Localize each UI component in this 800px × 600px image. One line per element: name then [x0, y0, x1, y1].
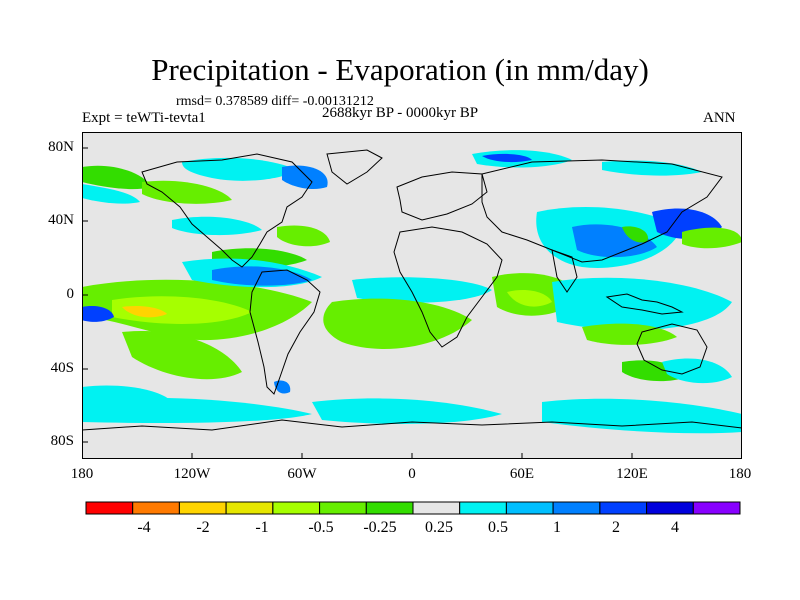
axis-ticks [82, 147, 633, 459]
anomaly-so-cyan-2 [312, 398, 502, 424]
colorbar-swatch [85, 501, 134, 515]
lat-tick-label: 80N [48, 139, 74, 155]
anomaly-nw-green [82, 165, 152, 190]
anomaly-io-cyan [552, 277, 732, 331]
colorbar-swatch [505, 501, 554, 515]
season-label: ANN [703, 110, 736, 126]
coast-india [551, 249, 578, 293]
coast-north-america [141, 153, 313, 268]
coast-australia [636, 323, 708, 375]
anomaly-nw-cyan [82, 184, 140, 204]
colorbar-label: -0.25 [363, 519, 397, 536]
lon-tick-label: 60E [509, 466, 535, 482]
experiment-label: Expt = teWTi-tevta1 [82, 110, 206, 126]
colorbar-swatch [459, 501, 507, 515]
lat-tick-label: 80S [50, 433, 74, 449]
colorbar-swatch [365, 501, 414, 515]
coast-south-america [249, 269, 321, 395]
colorbar-label: -0.5 [308, 519, 334, 536]
coast-africa [393, 226, 503, 348]
colorbar-label: 0.5 [488, 519, 508, 536]
world-map [82, 132, 742, 459]
lat-tick-label: 40S [50, 360, 74, 376]
colorbar-swatch [319, 501, 367, 515]
anomaly-trop-pac-blue [82, 306, 114, 322]
lon-tick-label: 180 [728, 466, 752, 482]
lon-tick-label: 120W [173, 466, 211, 482]
colorbar-swatch [646, 501, 694, 515]
lon-tick-label: 0 [408, 466, 416, 482]
coast-asia [481, 159, 723, 263]
anomaly-africa-yellow [507, 290, 552, 307]
lon-tick-label: 60W [287, 466, 317, 482]
colorbar-label: 4 [671, 519, 679, 536]
coast-europe [396, 171, 488, 221]
anomaly-arctic-blue [282, 165, 328, 190]
anomaly-siberia-cyan [602, 160, 702, 176]
anomaly-atl-cyan [352, 277, 492, 303]
coast-antarctica [82, 419, 742, 431]
anomaly-wpac-green [682, 227, 742, 249]
anomaly-so-cyan [82, 397, 312, 424]
stats-subtitle: rmsd= 0.378589 diff= -0.00131212 [176, 94, 374, 109]
anomaly-china-green [622, 226, 648, 243]
anomaly-npac-green [142, 180, 232, 204]
anomaly-fields [82, 150, 742, 434]
colorbar-swatch [599, 501, 648, 515]
anomaly-itcz-blue [212, 266, 312, 286]
coastlines [82, 149, 742, 431]
anomaly-npac-cyan [172, 216, 262, 236]
colorbar [85, 501, 741, 515]
lat-tick-label: 40N [48, 212, 74, 228]
lon-tick-label: 120E [616, 466, 648, 482]
colorbar-swatch [132, 501, 180, 515]
colorbar-swatch [225, 501, 274, 515]
colorbar-swatch [692, 501, 741, 515]
anomaly-arctic-blue-2 [482, 153, 532, 163]
coast-greenland [326, 149, 383, 185]
coast-indonesia [605, 293, 684, 315]
colorbar-label: -2 [196, 519, 210, 536]
anomaly-arctic-cyan [182, 157, 297, 181]
colorbar-swatch [272, 501, 321, 515]
plot-title: Precipitation - Evaporation (in mm/day) [151, 52, 649, 87]
colorbar-swatch [178, 501, 227, 515]
colorbar-label: -4 [137, 519, 151, 536]
anomaly-trop-pac-orange [122, 305, 167, 318]
anomaly-aus-cyan [662, 358, 732, 384]
anomaly-satl-green [323, 298, 472, 349]
colorbar-label: 0.25 [425, 519, 453, 536]
colorbar-label: 2 [612, 519, 620, 536]
lon-tick-label: 180 [70, 466, 94, 482]
colorbar-label: 1 [553, 519, 561, 536]
colorbar-label: -1 [255, 519, 269, 536]
colorbar-swatch [552, 501, 601, 515]
lat-tick-label: 0 [66, 286, 75, 302]
anomaly-spac-green [122, 331, 242, 380]
anomaly-natl-green [277, 225, 330, 247]
colorbar-swatch [412, 501, 461, 515]
period-subtitle: 2688kyr BP - 0000kyr BP [322, 105, 479, 121]
